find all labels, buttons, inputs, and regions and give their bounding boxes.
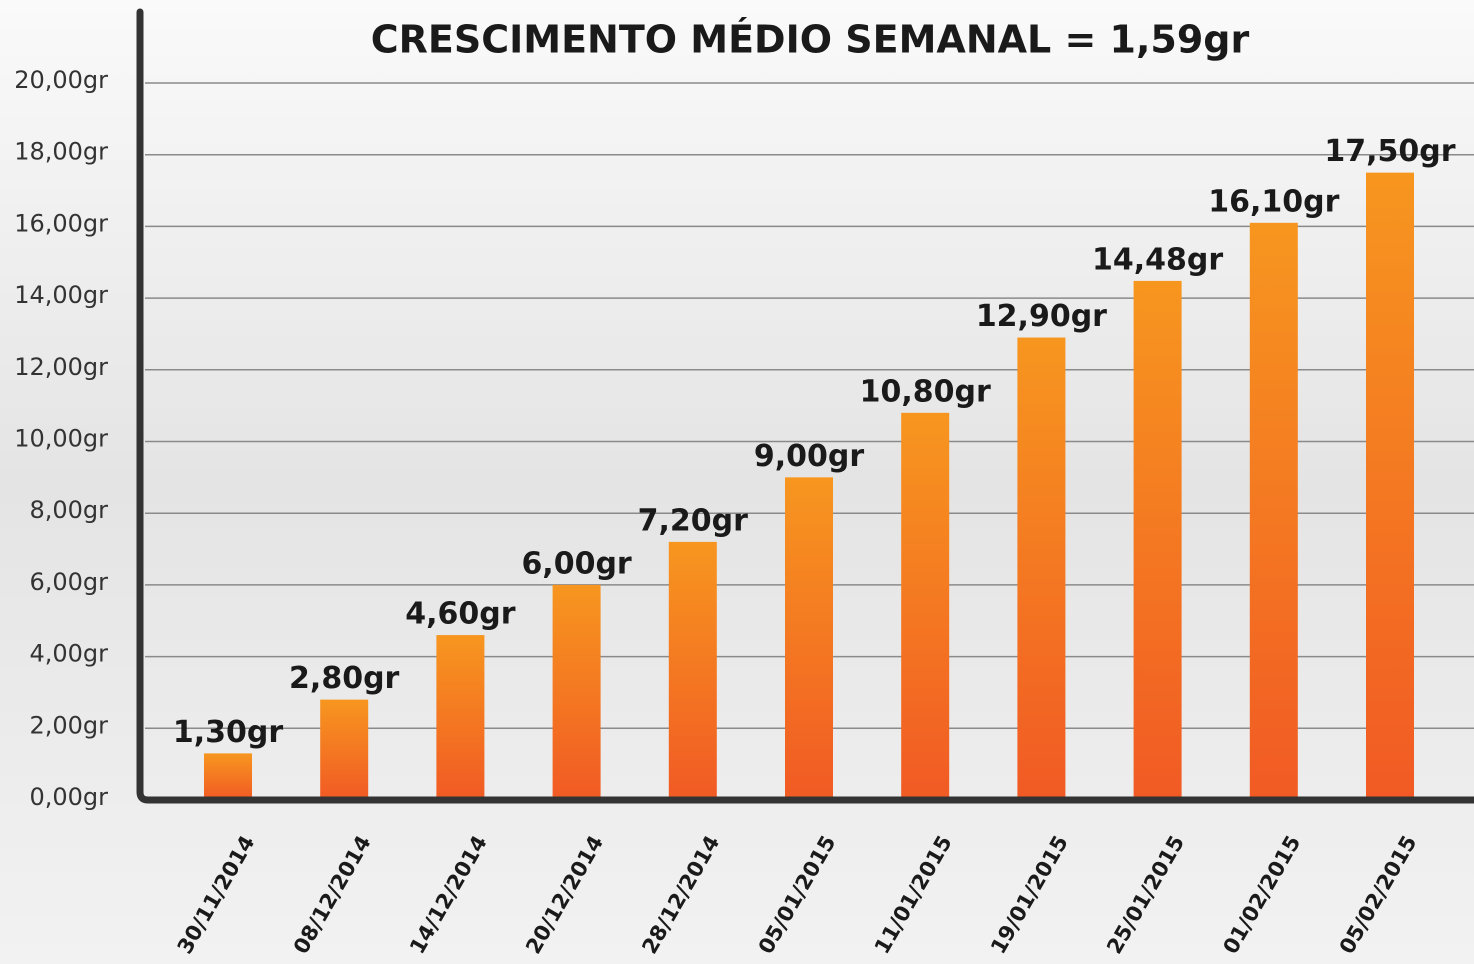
y-tick-label: 16,00gr	[14, 209, 108, 237]
chart-title: CRESCIMENTO MÉDIO SEMANAL = 1,59gr	[371, 18, 1250, 62]
axis	[136, 8, 1474, 804]
bar	[1133, 280, 1182, 801]
y-tick-label: 4,00gr	[29, 640, 108, 668]
bar	[785, 477, 833, 800]
bar	[552, 584, 601, 800]
bar	[668, 541, 717, 800]
value-label: 10,80gr	[860, 374, 991, 409]
y-tick-label: 18,00gr	[14, 138, 108, 166]
value-label: 12,90gr	[976, 299, 1107, 334]
bar	[1366, 172, 1414, 800]
value-label: 1,30gr	[173, 715, 283, 750]
value-label: 9,00gr	[754, 439, 864, 474]
y-tick-label: 20,00gr	[14, 66, 108, 94]
bar	[320, 699, 369, 800]
bar	[204, 753, 252, 800]
value-label: 7,20gr	[638, 503, 748, 538]
value-label: 16,10gr	[1208, 184, 1339, 219]
y-tick-label: 0,00gr	[29, 783, 108, 811]
y-tick-label: 14,00gr	[14, 281, 108, 309]
y-tick-label: 10,00gr	[14, 425, 108, 453]
y-tick-label: 12,00gr	[14, 353, 108, 381]
bar	[901, 412, 950, 800]
bar	[1017, 337, 1066, 800]
y-tick-label: 6,00gr	[29, 568, 108, 596]
value-label: 14,48gr	[1092, 242, 1223, 277]
value-label: 4,60gr	[405, 597, 515, 632]
y-tick-label: 8,00gr	[29, 496, 108, 524]
bar	[436, 635, 485, 800]
value-label: 6,00gr	[521, 546, 631, 581]
bar	[1249, 222, 1298, 800]
y-tick-label: 2,00gr	[29, 711, 108, 739]
value-label: 17,50gr	[1324, 134, 1455, 169]
value-label: 2,80gr	[289, 661, 399, 696]
